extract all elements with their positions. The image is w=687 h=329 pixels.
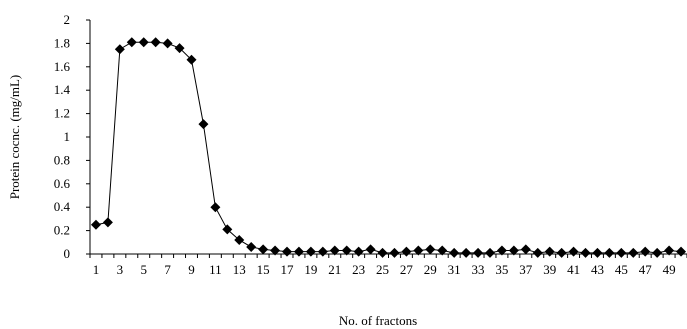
y-tick-label: 0.6 [54,176,71,191]
x-tick-label: 19 [304,262,317,277]
data-point-marker [126,37,137,48]
data-point-marker [604,247,615,258]
x-tick-label: 21 [328,262,341,277]
y-tick-label: 1.4 [54,82,71,97]
data-point-marker [162,38,173,49]
data-point-marker [425,244,436,255]
y-tick-label: 0.8 [54,152,70,167]
data-point-marker [222,224,233,235]
x-tick-label: 43 [591,262,604,277]
x-axis-title: No. of fractons [339,313,417,328]
data-point-marker [401,246,412,257]
x-tick-label: 45 [615,262,628,277]
data-point-marker [305,246,316,257]
data-point-marker [389,247,400,258]
data-point-marker [652,247,663,258]
data-point-marker [664,245,675,256]
y-tick-label: 0.2 [54,223,70,238]
x-tick-label: 1 [93,262,100,277]
data-point-marker [437,245,448,256]
data-point-marker [532,247,543,258]
data-point-marker [365,244,376,255]
data-point-marker [377,247,388,258]
data-point-marker [568,246,579,257]
data-point-marker [616,247,627,258]
data-point-marker [150,37,161,48]
data-point-marker [676,246,687,257]
x-tick-label: 7 [164,262,171,277]
x-tick-label: 47 [639,262,653,277]
y-tick-label: 1 [64,129,71,144]
data-point-marker [258,244,269,255]
y-tick-label: 1.8 [54,35,70,50]
x-tick-label: 9 [188,262,195,277]
x-tick-label: 3 [117,262,124,277]
x-tick-label: 31 [448,262,461,277]
data-point-marker [270,245,281,256]
y-tick-label: 0.4 [54,199,71,214]
x-tick-label: 49 [663,262,676,277]
data-point-marker [186,54,197,65]
data-point-marker [90,219,101,230]
data-point-marker [508,245,519,256]
series-line [95,41,682,254]
x-tick-label: 5 [140,262,147,277]
data-point-marker [174,43,185,54]
data-point-marker [329,245,340,256]
data-point-marker [102,217,113,228]
x-tick-label: 13 [233,262,246,277]
data-point-marker [138,37,149,48]
x-tick-label: 35 [495,262,508,277]
data-point-marker [484,247,495,258]
data-point-marker [198,119,209,130]
data-point-marker [592,247,603,258]
data-point-marker [520,244,531,255]
data-point-marker [234,234,245,245]
y-tick-label: 1.6 [54,59,71,74]
x-tick-label: 23 [352,262,365,277]
x-tick-label: 11 [209,262,222,277]
plot-area: 00.20.40.60.811.21.41.61.821 3 5 7 9 11 13 15 17… [54,12,687,277]
x-tick-label: 29 [424,262,437,277]
data-point-marker [114,44,125,55]
data-point-marker [461,247,472,258]
x-tick-label: 37 [519,262,533,277]
x-tick-label: 33 [472,262,485,277]
data-point-marker [580,247,591,258]
x-tick-label: 39 [543,262,556,277]
data-point-marker [210,202,221,213]
data-point-marker [556,247,567,258]
data-point-marker [544,246,555,257]
x-tick-label: 27 [400,262,414,277]
data-point-marker [413,245,424,256]
y-axis-title: Protein cocnc. (mg/mL) [7,75,22,200]
data-point-marker [246,241,257,252]
x-tick-label: 15 [257,262,270,277]
data-point-marker [353,246,364,257]
y-tick-label: 2 [64,12,71,27]
data-point-marker [640,246,651,257]
x-tick-label: 25 [376,262,389,277]
y-tick-label: 1.2 [54,106,70,121]
y-tick-label: 0 [64,246,71,261]
data-point-marker [473,247,484,258]
data-point-marker [317,246,328,257]
x-tick-label: 17 [281,262,295,277]
data-point-marker [341,245,352,256]
data-point-marker [293,246,304,257]
data-point-marker [496,245,507,256]
data-point-marker [628,247,639,258]
data-point-marker [449,247,460,258]
x-tick-label: 41 [567,262,580,277]
data-point-marker [282,246,293,257]
